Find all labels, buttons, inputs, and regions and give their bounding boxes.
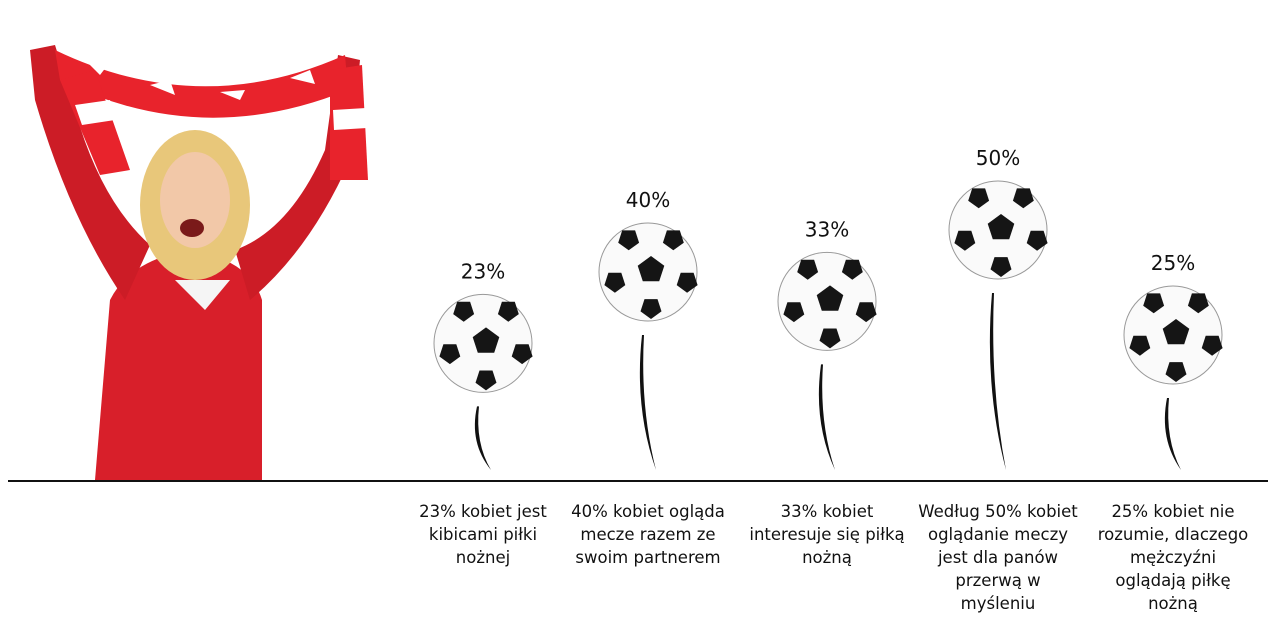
ball-patch — [637, 256, 665, 282]
ball — [598, 222, 698, 322]
ball-patch — [990, 257, 1012, 277]
ball-patch — [439, 344, 461, 365]
ball-patch — [453, 301, 475, 322]
ball-patch — [662, 230, 684, 251]
trail — [1164, 398, 1181, 470]
ball-patch — [640, 299, 662, 319]
category-label: 23% kobiet jest kibicami piłki nożnej — [419, 502, 547, 567]
ball-patch — [1026, 230, 1048, 251]
ball-patch — [816, 285, 844, 311]
ball-patch — [1143, 293, 1165, 314]
ball — [433, 293, 533, 393]
ball-patch — [676, 272, 698, 293]
fan-illustration — [30, 45, 368, 480]
ball-patch — [475, 370, 497, 391]
ball-patch — [604, 272, 626, 293]
trail — [639, 335, 656, 470]
ball-patch — [797, 259, 819, 280]
ball-patch — [987, 214, 1015, 240]
ball-patch — [1129, 335, 1151, 356]
ball-patch — [783, 302, 805, 323]
trail — [818, 364, 835, 470]
ball-patch — [1012, 188, 1034, 209]
category-label: 33% kobiet interesuje się piłką nożną — [749, 502, 905, 567]
ball-patch — [819, 328, 841, 349]
ball-patch — [511, 344, 533, 365]
trail — [474, 406, 491, 470]
value-label: 25% — [1151, 251, 1195, 275]
ball — [777, 251, 877, 351]
ball-patch — [1165, 362, 1187, 382]
ball-patch — [954, 230, 976, 251]
category-label: Według 50% kobiet oglądanie meczy jest d… — [918, 502, 1078, 613]
value-label: 50% — [976, 146, 1020, 170]
ball — [1123, 285, 1223, 385]
value-label: 40% — [626, 188, 670, 212]
ball-patch — [497, 301, 519, 322]
ball-patch — [1201, 335, 1223, 356]
category-label: 40% kobiet ogląda mecze razem ze swoim p… — [571, 502, 725, 567]
ball-patch — [1162, 319, 1190, 345]
ball-patch — [968, 188, 990, 209]
value-label: 23% — [461, 259, 505, 283]
ball-patch — [618, 230, 640, 251]
trail — [989, 293, 1006, 470]
ball — [948, 180, 1048, 280]
ball-patch — [855, 302, 877, 323]
category-label: 25% kobiet nie rozumie, dlaczego mężczyź… — [1097, 502, 1249, 613]
ball-patch — [841, 259, 863, 280]
ball-patch — [1187, 293, 1209, 314]
value-label: 33% — [805, 217, 849, 241]
ball-patch — [472, 327, 500, 353]
